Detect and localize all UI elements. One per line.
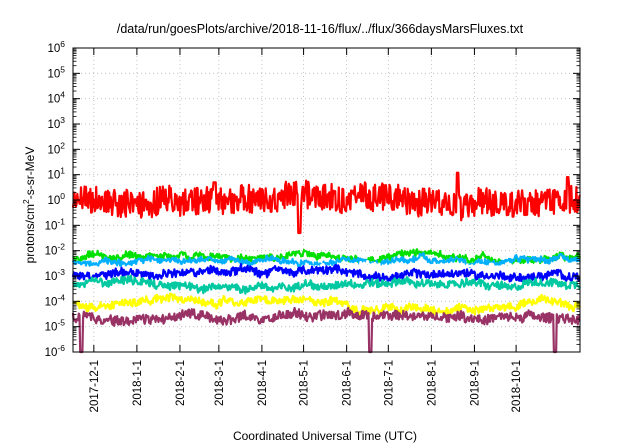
y-tick-label: 104	[47, 90, 65, 106]
y-tick-label: 10-1	[45, 216, 66, 232]
x-tick-label: 2018-3-1	[214, 360, 226, 406]
y-tick-label: 10-4	[45, 292, 66, 308]
y-tick-base: 10	[47, 43, 60, 55]
y-tick-base: 10	[47, 94, 60, 106]
y-tick-base: 10	[45, 296, 58, 308]
x-tick-label: 2018-7-1	[383, 360, 395, 406]
y-tick-base: 10	[45, 322, 58, 334]
y-tick-label: 10-2	[45, 242, 66, 258]
series-line	[72, 292, 582, 317]
x-tick-label: 2017-12-1	[89, 360, 101, 412]
y-tick-label: 101	[47, 166, 65, 182]
y-axis-label-base: protons/cm	[23, 204, 37, 263]
y-axis: 10-610-510-410-310-210-11001011021031041…	[45, 39, 580, 359]
series-line	[71, 306, 581, 354]
y-tick-label: 102	[47, 140, 65, 156]
chart-title: /data/run/goesPlots/archive/2018-11-16/f…	[117, 22, 524, 36]
y-tick-exponent: -1	[57, 216, 65, 226]
y-tick-label: 100	[47, 191, 65, 207]
x-axis-label: Coordinated Universal Time (UTC)	[233, 429, 417, 443]
y-tick-exponent: 2	[60, 140, 65, 150]
y-tick-exponent: -6	[57, 343, 65, 353]
y-tick-base: 10	[45, 220, 58, 232]
series-line	[71, 263, 581, 284]
x-tick-label: 2018-5-1	[299, 360, 311, 406]
x-tick-label: 2018-1-1	[132, 360, 144, 406]
y-tick-label: 105	[47, 64, 65, 80]
y-tick-exponent: 0	[60, 191, 65, 201]
x-tick-label: 2018-8-1	[426, 360, 438, 406]
series-line	[71, 171, 581, 235]
y-axis-label: protons/cm2-s-sr-MeV	[21, 147, 37, 264]
y-tick-base: 10	[47, 68, 60, 80]
y-tick-base: 10	[47, 119, 60, 131]
y-tick-exponent: 1	[60, 166, 65, 176]
y-axis-label-rest: -s-sr-MeV	[23, 147, 37, 200]
x-tick-label: 2018-4-1	[257, 360, 269, 406]
y-tick-label: 10-6	[45, 343, 66, 359]
y-tick-base: 10	[47, 144, 60, 156]
y-tick-exponent: -4	[57, 292, 65, 302]
series-lines	[71, 171, 582, 354]
x-tick-label: 2018-6-1	[342, 360, 354, 406]
series-line	[72, 248, 581, 267]
y-tick-label: 103	[47, 115, 65, 131]
y-tick-label: 10-3	[45, 267, 66, 283]
y-tick-base: 10	[47, 170, 60, 182]
y-tick-base: 10	[45, 246, 58, 258]
y-tick-exponent: -3	[57, 267, 65, 277]
x-axis: 2017-12-1 2018-1-1 2018-2-1 2018-3-1 2018-4-…	[89, 48, 523, 412]
y-tick-exponent: 6	[60, 39, 65, 49]
y-tick-base: 10	[45, 271, 58, 283]
x-tick-label: 2018-10-1	[511, 360, 523, 412]
y-tick-label: 10-5	[45, 318, 66, 334]
y-tick-base: 10	[47, 195, 60, 207]
series-line	[71, 252, 581, 268]
x-tick-label: 2018-2-1	[175, 360, 187, 406]
y-tick-label: 106	[47, 39, 65, 55]
y-tick-exponent: -5	[57, 318, 65, 328]
y-tick-exponent: 5	[60, 64, 65, 74]
y-tick-base: 10	[45, 347, 58, 359]
x-tick-label: 2018-9-1	[469, 360, 481, 406]
y-tick-exponent: -2	[57, 242, 65, 252]
series-line	[72, 274, 581, 295]
y-axis-label-sup: 2	[21, 199, 31, 204]
y-tick-exponent: 4	[60, 90, 65, 100]
y-tick-exponent: 3	[60, 115, 65, 125]
